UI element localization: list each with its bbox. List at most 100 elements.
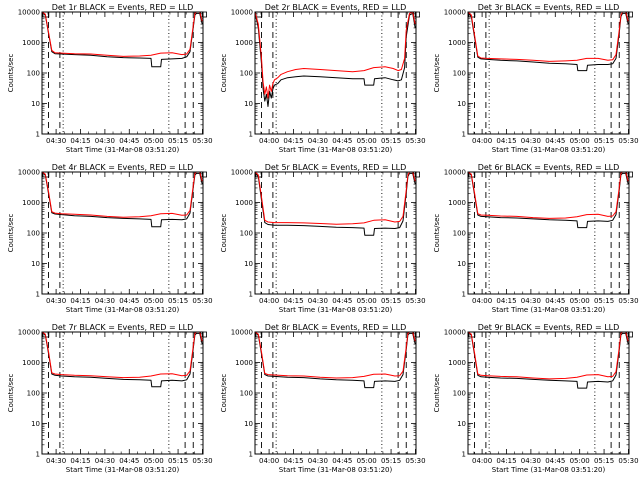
y-tick-label: 1 [36, 291, 40, 299]
top-marker-box [200, 11, 207, 18]
y-tick-label: 10000 [18, 169, 40, 177]
series-line-lld [467, 171, 629, 219]
series-line-lld [467, 331, 629, 380]
series-line-lld [41, 331, 203, 379]
y-tick-label: 1000 [22, 359, 40, 367]
y-tick-label: 1000 [235, 199, 253, 207]
y-tick-label: 1 [249, 451, 253, 459]
series-line-lld [41, 11, 203, 57]
x-tick-label: 05:30 [618, 137, 638, 145]
y-tick-label: 10 [31, 100, 40, 108]
x-tick-label: 04:00 [472, 297, 492, 305]
y-tick-label: 100 [453, 70, 466, 78]
series-line-events [41, 331, 203, 388]
y-axis-label: Counts/sec [433, 214, 441, 253]
x-tick-label: 04:45 [545, 457, 565, 465]
x-tick-label: 04:30 [521, 297, 541, 305]
x-tick-label: 04:45 [332, 297, 352, 305]
y-tick-label: 10000 [231, 9, 253, 17]
chart-panel: Det 5r BLACK = Events, RED = LLD 1 10 100 10… [220, 163, 426, 314]
panel-title: Det 4r BLACK = Events, RED = LLD [52, 163, 194, 172]
x-tick-label: 04:15 [496, 297, 516, 305]
x-tick-label: 04:30 [308, 137, 328, 145]
x-tick-label: 05:30 [618, 297, 638, 305]
y-tick-label: 1000 [448, 39, 466, 47]
x-tick-label: 05:00 [357, 297, 377, 305]
top-marker-box [413, 171, 420, 178]
series-line-events [41, 11, 203, 68]
y-tick-label: 1000 [448, 199, 466, 207]
x-tick-label: 05:30 [192, 137, 212, 145]
y-tick-label: 100 [240, 230, 253, 238]
y-tick-label: 10000 [231, 169, 253, 177]
plot-frame [254, 331, 417, 455]
top-marker-box [413, 11, 420, 18]
y-tick-label: 10000 [18, 9, 40, 17]
series-line-events [254, 11, 416, 107]
x-tick-label: 05:15 [381, 137, 401, 145]
chart-panel: Det 4r BLACK = Events, RED = LLD 1 10 100 10… [7, 163, 213, 314]
x-tick-label: 05:00 [357, 137, 377, 145]
y-tick-label: 1000 [235, 359, 253, 367]
plot-frame [254, 171, 417, 295]
y-axis-label: Counts/sec [7, 54, 15, 93]
x-tick-label: 05:15 [594, 297, 614, 305]
y-tick-label: 100 [453, 230, 466, 238]
panel-title: Det 3r BLACK = Events, RED = LLD [478, 3, 620, 12]
x-axis-label: Start Time (31-Mar-08 03:51:20) [66, 306, 180, 314]
chart-panel: Det 2r BLACK = Events, RED = LLD 1 10 100 10… [220, 3, 426, 154]
x-tick-label: 04:00 [259, 137, 279, 145]
x-tick-label: 04:30 [521, 457, 541, 465]
panel-title: Det 2r BLACK = Events, RED = LLD [265, 3, 407, 12]
y-tick-label: 10000 [18, 329, 40, 337]
x-tick-label: 04:00 [472, 457, 492, 465]
x-tick-label: 04:15 [496, 137, 516, 145]
x-tick-label: 04:00 [259, 457, 279, 465]
series-line-events [467, 331, 629, 389]
x-tick-label: 04:30 [95, 297, 115, 305]
x-tick-label: 04:00 [472, 137, 492, 145]
y-tick-label: 10 [244, 420, 253, 428]
y-tick-label: 10000 [444, 169, 466, 177]
y-tick-label: 1 [36, 131, 40, 139]
top-marker-box [200, 331, 207, 338]
x-axis-label: Start Time (31-Mar-08 03:51:20) [492, 146, 606, 154]
y-tick-label: 1 [462, 291, 466, 299]
y-axis-label: Counts/sec [7, 214, 15, 253]
x-tick-label: 04:45 [545, 297, 565, 305]
x-tick-label: 05:00 [570, 457, 590, 465]
series-line-events [467, 171, 629, 229]
x-tick-label: 04:15 [496, 457, 516, 465]
y-tick-label: 100 [240, 390, 253, 398]
chart-panel: Det 3r BLACK = Events, RED = LLD 1 10 100 10… [433, 3, 639, 154]
x-tick-label: 04:30 [46, 137, 66, 145]
x-tick-label: 05:15 [594, 137, 614, 145]
x-tick-label: 05:00 [144, 137, 164, 145]
y-tick-label: 1 [462, 451, 466, 459]
x-axis-label: Start Time (31-Mar-08 03:51:20) [279, 146, 393, 154]
y-tick-label: 1000 [235, 39, 253, 47]
chart-panel: Det 1r BLACK = Events, RED = LLD 1 10 100 10… [7, 3, 213, 154]
x-tick-label: 04:30 [46, 297, 66, 305]
x-tick-label: 05:30 [618, 457, 638, 465]
panel-title: Det 7r BLACK = Events, RED = LLD [52, 323, 194, 332]
chart-panel: Det 8r BLACK = Events, RED = LLD 1 10 100 10… [220, 323, 426, 474]
y-axis-label: Counts/sec [220, 54, 228, 93]
x-tick-label: 04:45 [119, 137, 139, 145]
x-tick-label: 05:30 [405, 457, 425, 465]
x-tick-label: 05:15 [381, 297, 401, 305]
y-axis-label: Counts/sec [220, 374, 228, 413]
y-tick-label: 1000 [448, 359, 466, 367]
series-line-lld [254, 11, 416, 99]
x-axis-label: Start Time (31-Mar-08 03:51:20) [492, 466, 606, 474]
x-tick-label: 04:30 [46, 457, 66, 465]
y-axis-label: Counts/sec [433, 374, 441, 413]
x-axis-label: Start Time (31-Mar-08 03:51:20) [66, 466, 180, 474]
x-tick-label: 05:30 [405, 297, 425, 305]
panel-title: Det 9r BLACK = Events, RED = LLD [478, 323, 620, 332]
y-tick-label: 1 [36, 451, 40, 459]
x-tick-label: 05:00 [144, 457, 164, 465]
y-tick-label: 10 [244, 260, 253, 268]
series-line-lld [467, 11, 629, 62]
